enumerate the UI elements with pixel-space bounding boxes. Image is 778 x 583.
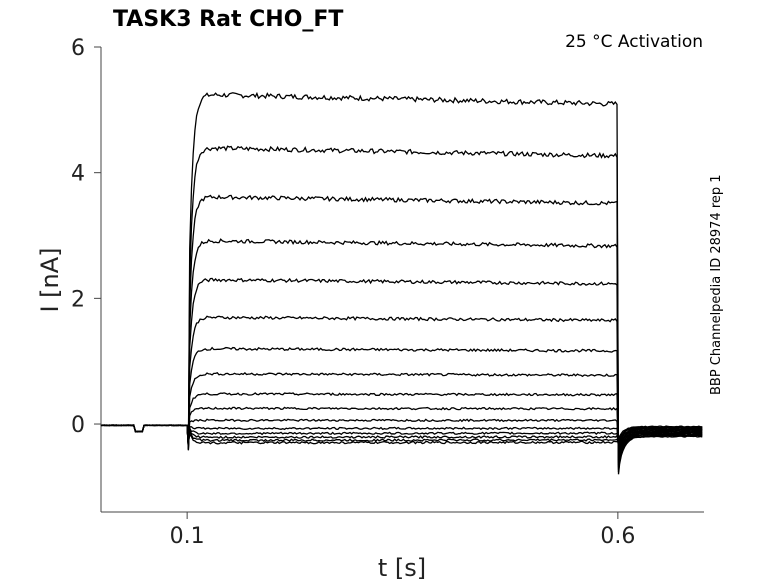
- current-trace: [100, 418, 703, 452]
- current-trace: [100, 424, 703, 444]
- x-axis-title: t [s]: [378, 554, 426, 582]
- current-trace: [101, 406, 703, 454]
- y-tick-label: 4: [71, 162, 85, 187]
- chart-title: TASK3 Rat CHO_FT: [113, 7, 343, 32]
- current-trace: [100, 91, 703, 475]
- current-trace: [100, 424, 703, 447]
- traces: [100, 91, 703, 475]
- ticks: 0 2 4 6 0.1 0.6: [71, 36, 635, 549]
- current-trace: [100, 372, 703, 459]
- current-trace: [100, 424, 703, 450]
- current-trace: [100, 277, 703, 466]
- current-trace: [100, 424, 703, 445]
- x-tick-label: 0.1: [170, 524, 205, 549]
- current-trace: [100, 346, 703, 461]
- y-tick-label: 2: [71, 287, 85, 312]
- current-trace: [101, 424, 703, 445]
- side-label: BBP Channelpedia ID 28974 rep 1: [709, 174, 724, 395]
- x-tick-label: 0.6: [600, 524, 635, 549]
- temperature-annotation: 25 °C Activation: [565, 32, 703, 52]
- current-trace: [100, 238, 703, 468]
- current-trace: [100, 315, 703, 463]
- axes: [100, 47, 704, 513]
- current-trace: [100, 392, 703, 457]
- current-trace: [100, 194, 703, 470]
- y-tick-label: 6: [71, 36, 85, 61]
- y-tick-label: 0: [71, 413, 85, 438]
- current-trace: [100, 145, 703, 473]
- y-axis-title: I [nA]: [36, 247, 64, 312]
